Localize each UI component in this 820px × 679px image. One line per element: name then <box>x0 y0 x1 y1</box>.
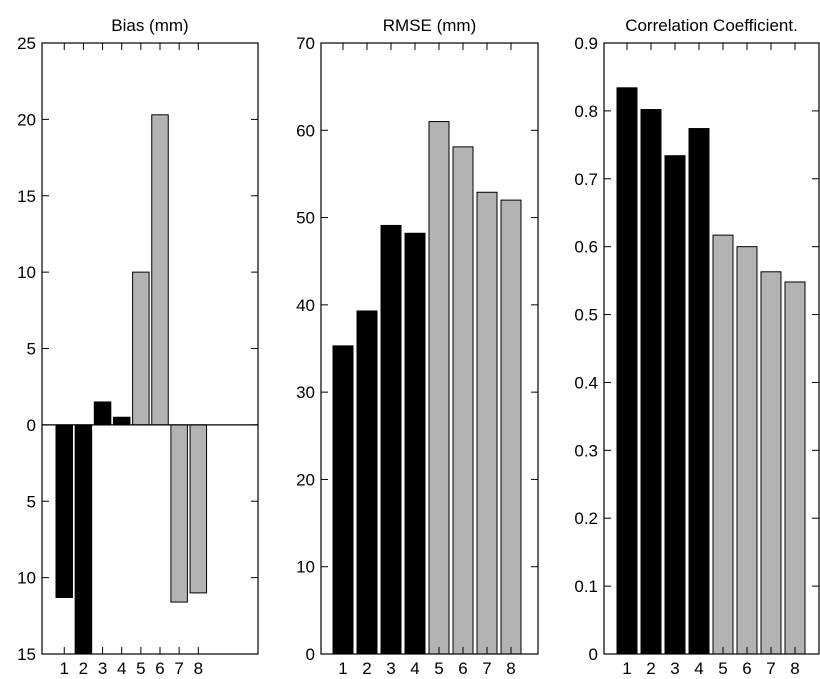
correlation-xtick-label-6: 6 <box>742 659 751 678</box>
rmse-ytick-label: 0 <box>306 645 315 664</box>
rmse-ytick-label: 10 <box>296 558 315 577</box>
correlation-bar-4 <box>688 128 710 655</box>
correlation-ytick-label: 0.4 <box>574 373 598 392</box>
correlation-ytick-label: 0.9 <box>574 34 598 53</box>
rmse-ytick-label: 60 <box>296 121 315 140</box>
correlation-bar-5 <box>712 234 734 655</box>
correlation-xtick-label-4: 4 <box>694 659 703 678</box>
correlation-xtick-label-2: 2 <box>646 659 655 678</box>
rmse-bar-7 <box>476 191 498 655</box>
bias-xtick-label-4: 4 <box>117 659 126 678</box>
rmse-ytick-label: 30 <box>296 383 315 402</box>
correlation-ytick-label: 0.2 <box>574 509 598 528</box>
correlation-xtick-label-5: 5 <box>718 659 727 678</box>
correlation-bar-8 <box>784 281 806 655</box>
bias-xtick-label-3: 3 <box>98 659 107 678</box>
bias-ytick-label: 5 <box>27 492 36 511</box>
rmse-ytick-label: 20 <box>296 470 315 489</box>
rmse-ytick-label: 40 <box>296 296 315 315</box>
bias-axes-frame <box>41 42 259 655</box>
rmse-bar-6 <box>452 146 474 655</box>
rmse-bar-5 <box>428 121 450 655</box>
correlation-ytick-label: 0 <box>589 645 598 664</box>
rmse-xtick-label-4: 4 <box>410 659 419 678</box>
bias-ytick-label: 25 <box>17 34 36 53</box>
rmse-bar-8 <box>500 199 522 655</box>
bias-bar-1 <box>55 424 73 598</box>
bias-bar-7 <box>170 424 188 603</box>
correlation-xtick-label-3: 3 <box>670 659 679 678</box>
rmse-xtick-label-6: 6 <box>458 659 467 678</box>
correlation-ytick-label: 0.6 <box>574 238 598 257</box>
bias-bar-4 <box>112 416 131 426</box>
correlation-xtick-label-1: 1 <box>622 659 631 678</box>
bias-xtick-label-2: 2 <box>79 659 88 678</box>
rmse-xtick-label-8: 8 <box>506 659 515 678</box>
correlation-ytick-label: 0.1 <box>574 577 598 596</box>
correlation-title: Correlation Coefficient. <box>625 16 798 35</box>
bias-ytick-label: 5 <box>27 340 36 359</box>
rmse-xtick-label-2: 2 <box>362 659 371 678</box>
rmse-bar-2 <box>356 310 378 655</box>
correlation-ytick-label: 0.5 <box>574 306 598 325</box>
rmse-xtick-label-1: 1 <box>338 659 347 678</box>
bias-title: Bias (mm) <box>111 16 188 35</box>
correlation-xtick-label-7: 7 <box>766 659 775 678</box>
rmse-bar-4 <box>404 232 426 655</box>
bias-ytick-label: 0 <box>27 416 36 435</box>
bias-xtick-label-6: 6 <box>155 659 164 678</box>
bias-xtick-label-1: 1 <box>60 659 69 678</box>
rmse-title: RMSE (mm) <box>383 16 476 35</box>
correlation-bar-6 <box>736 246 758 655</box>
rmse-bar-3 <box>380 224 402 655</box>
bias-ytick-label: 15 <box>17 187 36 206</box>
rmse-panel: RMSE (mm) 1 2 3 4 5 6 7 8 0 10 20 30 40 50 60 70 <box>296 16 539 678</box>
bias-bar-8 <box>189 424 208 594</box>
rmse-ytick-label: 70 <box>296 34 315 53</box>
bias-ytick-label: 15 <box>17 645 36 664</box>
bias-ytick-label: 10 <box>17 263 36 282</box>
correlation-ytick-label: 0.7 <box>574 170 598 189</box>
correlation-bar-7 <box>760 271 782 655</box>
correlation-axes-frame <box>603 42 820 655</box>
correlation-bar-1 <box>616 87 638 655</box>
correlation-xtick-label-8: 8 <box>790 659 799 678</box>
bias-ytick-label: 20 <box>17 110 36 129</box>
bias-xtick-label-5: 5 <box>136 659 145 678</box>
bias-bar-3 <box>93 401 112 426</box>
rmse-bar-1 <box>332 345 354 655</box>
rmse-axes-frame <box>320 42 539 655</box>
rmse-ytick-label: 50 <box>296 209 315 228</box>
bias-xtick-label-8: 8 <box>194 659 203 678</box>
rmse-xtick-label-5: 5 <box>434 659 443 678</box>
bias-ytick-label: 10 <box>17 569 36 588</box>
correlation-ytick-label: 0.8 <box>574 102 598 121</box>
correlation-bar-2 <box>640 109 662 655</box>
bias-bar-5 <box>132 271 150 426</box>
bias-bar-2 <box>74 424 93 655</box>
correlation-bar-3 <box>664 155 686 655</box>
bias-bar-6 <box>151 114 169 426</box>
rmse-xtick-label-7: 7 <box>482 659 491 678</box>
bias-xtick-label-7: 7 <box>174 659 183 678</box>
correlation-panel: Correlation Coefficient. 1 2 3 4 5 6 7 8 0 0.1 0.2… <box>574 16 820 678</box>
rmse-xtick-label-3: 3 <box>386 659 395 678</box>
correlation-ytick-label: 0.3 <box>574 441 598 460</box>
